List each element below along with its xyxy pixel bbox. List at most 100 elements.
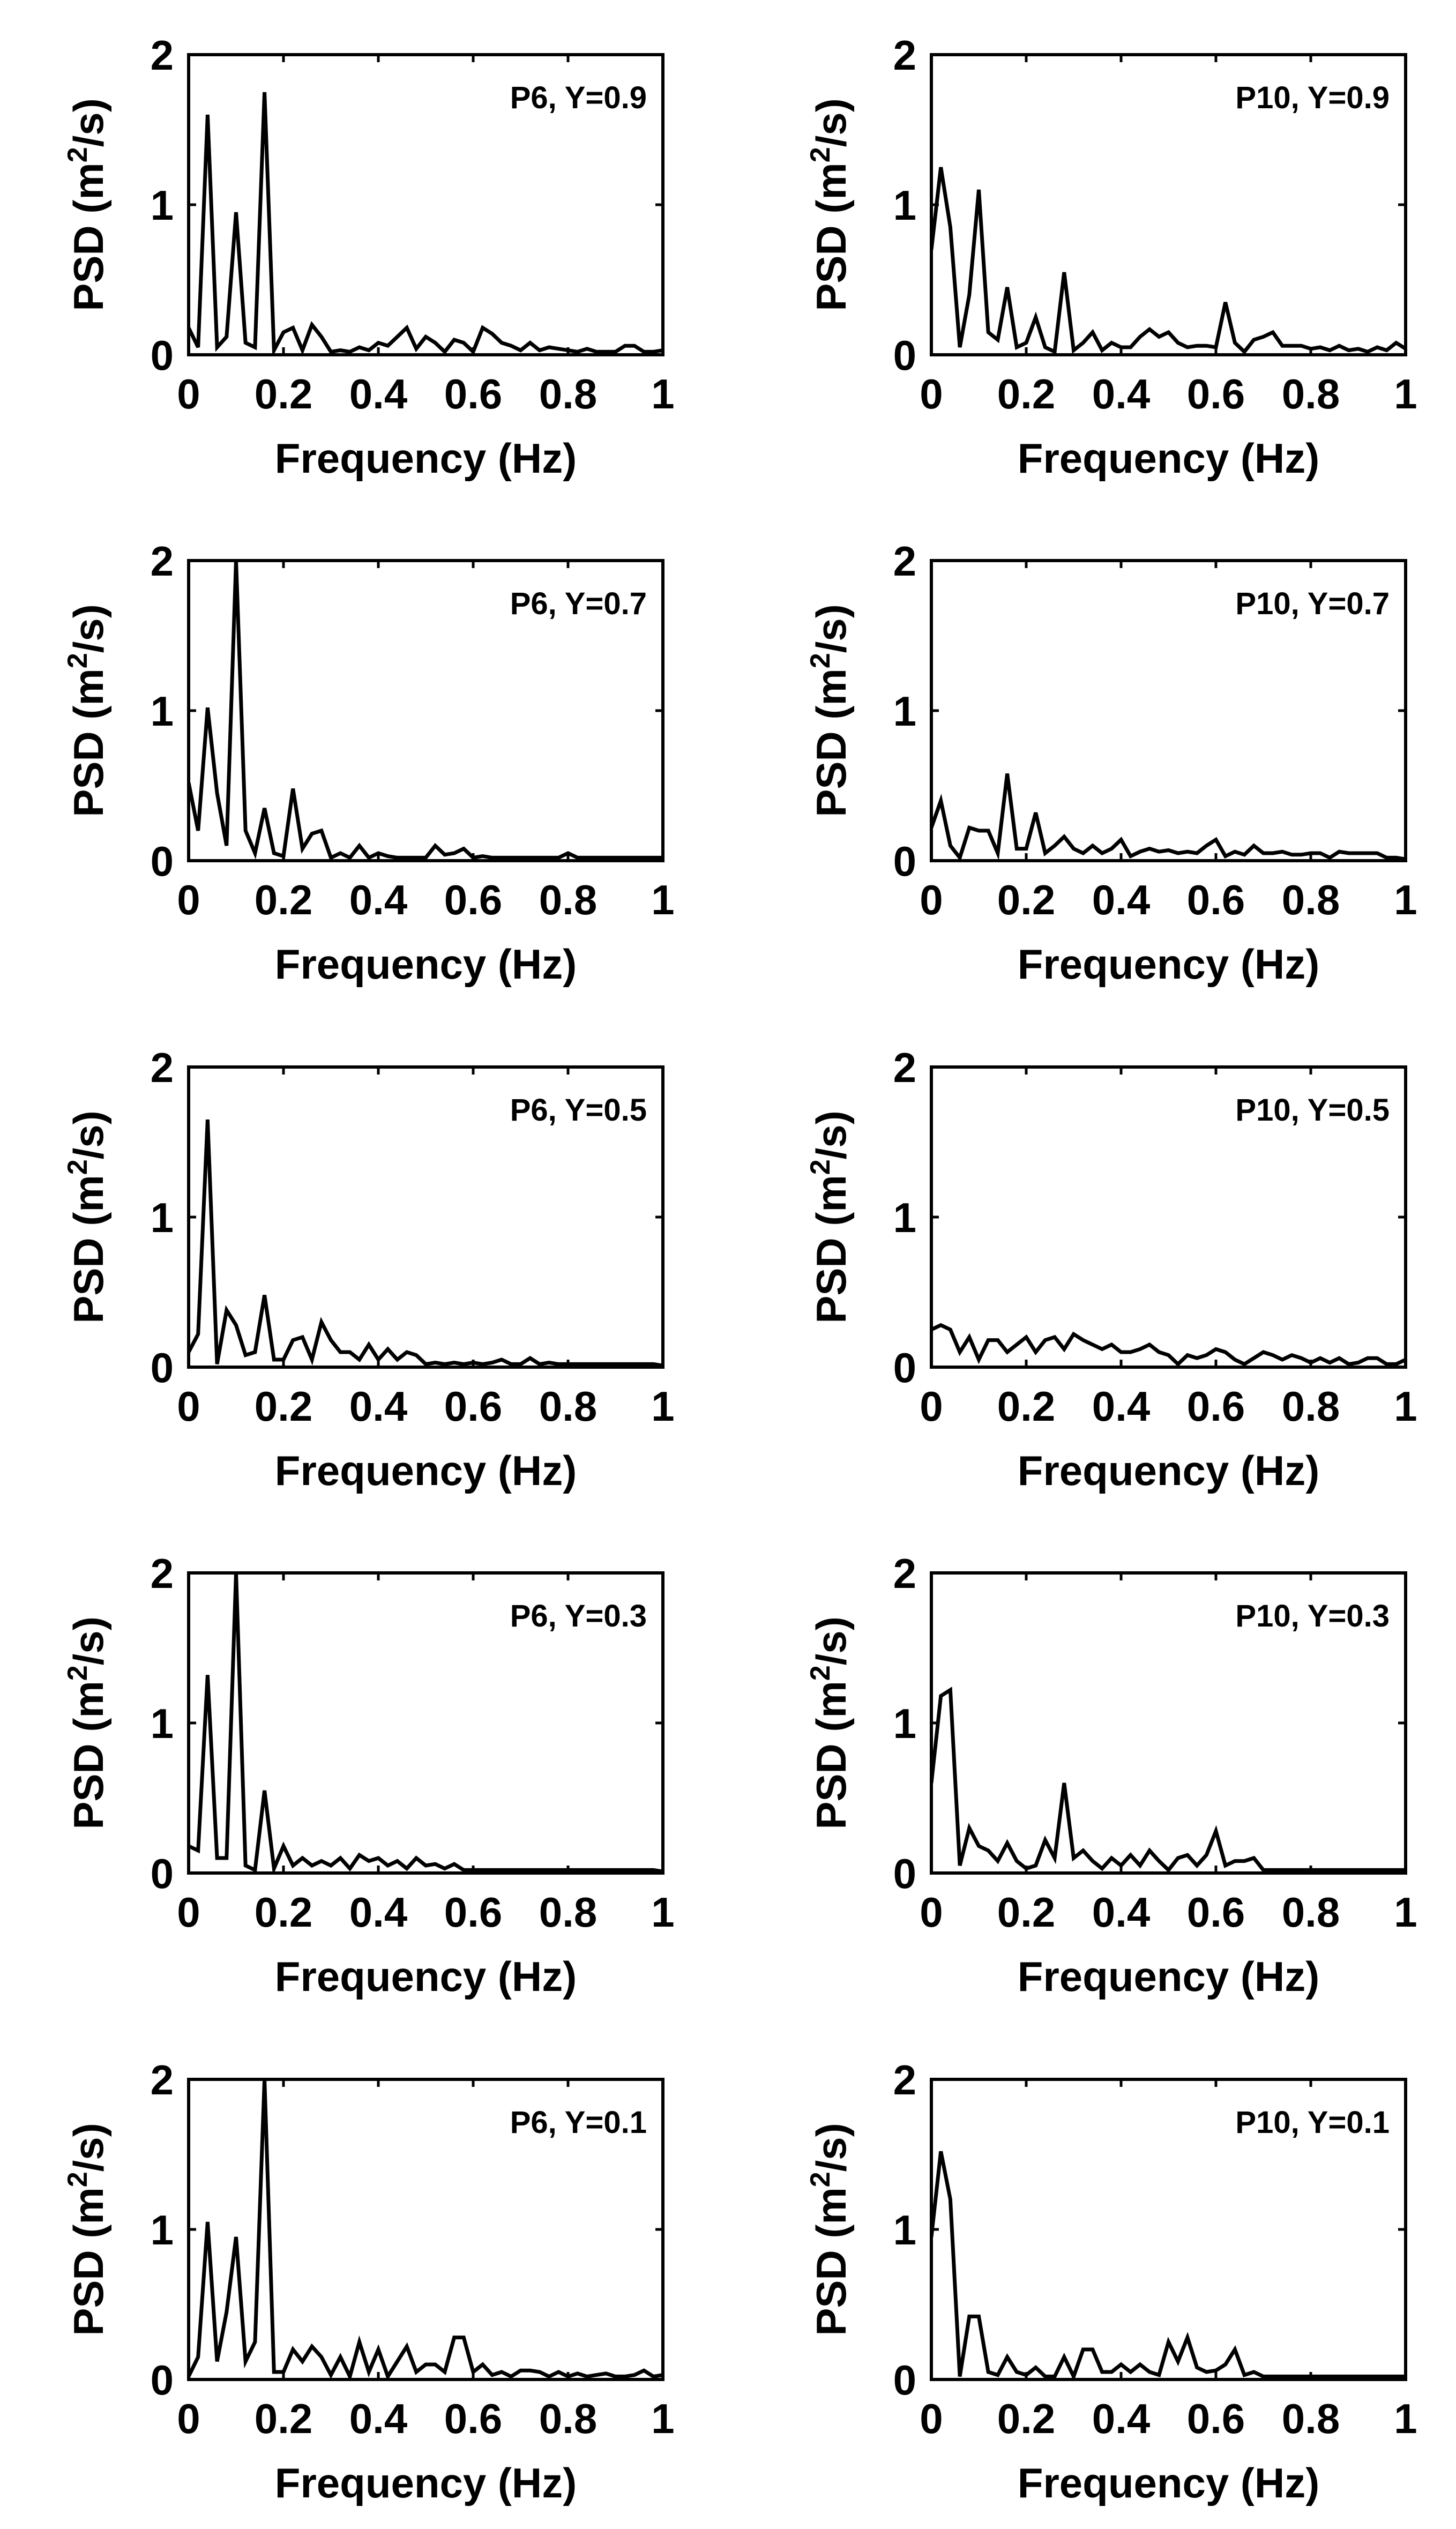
- y-axis-label-main: PSD (m: [808, 1681, 855, 1829]
- x-tick-label: 0: [920, 2395, 943, 2442]
- y-tick-label: 0: [893, 1850, 916, 1897]
- y-tick-label: 2: [893, 32, 916, 79]
- x-tick-label: 0.2: [997, 1383, 1055, 1430]
- x-tick-label: 0.6: [444, 876, 502, 923]
- panel-label: P6, Y=0.9: [510, 80, 647, 115]
- x-tick-label: 0.6: [1187, 370, 1245, 417]
- x-tick-label: 0.4: [1092, 1889, 1150, 1936]
- x-axis-label: Frequency (Hz): [1018, 941, 1319, 988]
- y-axis-label-tail: /s): [808, 1110, 855, 1159]
- y-axis-label: PSD (m2/s): [805, 2123, 855, 2336]
- panel-label: P6, Y=0.3: [510, 1599, 647, 1633]
- x-axis-label: Frequency (Hz): [1018, 2459, 1319, 2506]
- x-tick-label: 0.4: [349, 370, 407, 417]
- y-axis-label-main: PSD (m: [65, 2187, 112, 2336]
- psd-panel: 0 0.2 0.4 0.6 0.8 1 0 1 2 P10, Y=0.1 Frequency (Hz…: [805, 2056, 1417, 2506]
- y-tick-label: 2: [151, 1550, 174, 1597]
- y-axis-label-tail: /s): [808, 604, 855, 653]
- y-axis-label-sup: 2: [805, 1159, 836, 1175]
- y-axis-label-tail: /s): [65, 1616, 112, 1665]
- x-tick-label: 0.8: [539, 1383, 597, 1430]
- y-axis-label-sup: 2: [805, 2172, 836, 2187]
- psd-series-line: [189, 1573, 663, 1873]
- y-axis-label: PSD (m2/s): [62, 604, 112, 817]
- y-axis-label-sup: 2: [805, 147, 836, 162]
- psd-series-line: [931, 167, 1406, 355]
- y-axis-label: PSD (m2/s): [805, 1110, 855, 1323]
- x-tick-label: 0.6: [1187, 876, 1245, 923]
- y-axis-label-sup: 2: [62, 2172, 93, 2187]
- x-tick-label: 0: [920, 1889, 943, 1936]
- panel-label: P10, Y=0.7: [1235, 586, 1390, 621]
- y-tick-label: 2: [151, 32, 174, 79]
- x-tick-label: 0.6: [1187, 1383, 1245, 1430]
- y-axis-label-sup: 2: [62, 1665, 93, 1681]
- panel-label: P6, Y=0.7: [510, 586, 647, 621]
- y-axis-label: PSD (m2/s): [62, 1616, 112, 1829]
- y-tick-label: 1: [151, 688, 174, 735]
- x-tick-label: 0.4: [349, 1889, 407, 1936]
- psd-series-line: [931, 2151, 1406, 2379]
- x-tick-label: 0: [177, 1383, 200, 1430]
- psd-panel: 0 0.2 0.4 0.6 0.8 1 0 1 2 P6, Y=0.7 Frequency (Hz)…: [62, 538, 675, 988]
- x-tick-label: 1: [1394, 370, 1417, 417]
- y-tick-label: 0: [893, 1344, 916, 1391]
- x-axis-label: Frequency (Hz): [1018, 1447, 1319, 1494]
- y-axis-label-main: PSD (m: [65, 668, 112, 817]
- y-tick-label: 2: [151, 1044, 174, 1091]
- x-axis-label: Frequency (Hz): [1018, 435, 1319, 482]
- x-tick-label: 0.6: [444, 1889, 502, 1936]
- psd-series-line: [189, 561, 663, 861]
- y-tick-label: 2: [893, 1044, 916, 1091]
- y-axis-label: PSD (m2/s): [62, 98, 112, 311]
- y-axis-label-main: PSD (m: [65, 1681, 112, 1829]
- y-axis-label-sup: 2: [805, 653, 836, 668]
- y-axis-label-tail: /s): [65, 1110, 112, 1159]
- panel-label: P10, Y=0.5: [1235, 1093, 1390, 1128]
- x-tick-label: 0.8: [1282, 370, 1340, 417]
- x-tick-label: 1: [651, 1889, 674, 1936]
- x-tick-label: 1: [651, 1383, 674, 1430]
- y-axis-label: PSD (m2/s): [805, 98, 855, 311]
- x-tick-label: 0.2: [255, 370, 312, 417]
- x-tick-label: 0.4: [1092, 1383, 1150, 1430]
- panel-label: P10, Y=0.9: [1235, 80, 1390, 115]
- x-tick-label: 0.2: [255, 876, 312, 923]
- x-axis-label: Frequency (Hz): [275, 435, 577, 482]
- y-axis-label: PSD (m2/s): [62, 2123, 112, 2336]
- psd-series-line: [931, 773, 1406, 861]
- psd-series-line: [189, 2079, 663, 2379]
- y-axis-label-main: PSD (m: [808, 1175, 855, 1323]
- psd-panel: 0 0.2 0.4 0.6 0.8 1 0 1 2 P10, Y=0.3 Frequency (Hz…: [805, 1550, 1417, 2000]
- y-tick-label: 1: [893, 688, 916, 735]
- y-tick-label: 2: [893, 2056, 916, 2103]
- y-axis-label-tail: /s): [808, 2123, 855, 2172]
- y-axis-label: PSD (m2/s): [805, 1616, 855, 1829]
- x-tick-label: 0.2: [997, 2395, 1055, 2442]
- x-tick-label: 0.2: [997, 876, 1055, 923]
- y-tick-label: 2: [893, 538, 916, 585]
- y-tick-label: 1: [893, 1700, 916, 1747]
- y-axis-label-sup: 2: [62, 1159, 93, 1175]
- y-tick-label: 0: [893, 332, 916, 379]
- x-tick-label: 0.4: [1092, 2395, 1150, 2442]
- x-tick-label: 0: [920, 1383, 943, 1430]
- y-axis-label-main: PSD (m: [65, 1175, 112, 1323]
- x-tick-label: 1: [1394, 1889, 1417, 1936]
- x-tick-label: 0.8: [1282, 2395, 1340, 2442]
- x-tick-label: 1: [1394, 876, 1417, 923]
- psd-panel: 0 0.2 0.4 0.6 0.8 1 0 1 2 P10, Y=0.7 Frequency (Hz…: [805, 538, 1417, 988]
- x-tick-label: 0.6: [444, 1383, 502, 1430]
- panel-label: P6, Y=0.5: [510, 1093, 647, 1128]
- y-axis-label-sup: 2: [62, 147, 93, 162]
- x-tick-label: 0.4: [349, 2395, 407, 2442]
- psd-series-line: [189, 1119, 663, 1367]
- psd-panel: 0 0.2 0.4 0.6 0.8 1 0 1 2 P10, Y=0.5 Frequency (Hz…: [805, 1044, 1417, 1494]
- panel-label: P10, Y=0.1: [1235, 2105, 1390, 2140]
- y-axis-label: PSD (m2/s): [62, 1110, 112, 1323]
- y-tick-label: 2: [893, 1550, 916, 1597]
- x-tick-label: 0.6: [1187, 1889, 1245, 1936]
- psd-series-line: [189, 92, 663, 355]
- x-tick-label: 1: [651, 2395, 674, 2442]
- psd-panel: 0 0.2 0.4 0.6 0.8 1 0 1 2 P6, Y=0.3 Frequency (Hz)…: [62, 1550, 675, 2000]
